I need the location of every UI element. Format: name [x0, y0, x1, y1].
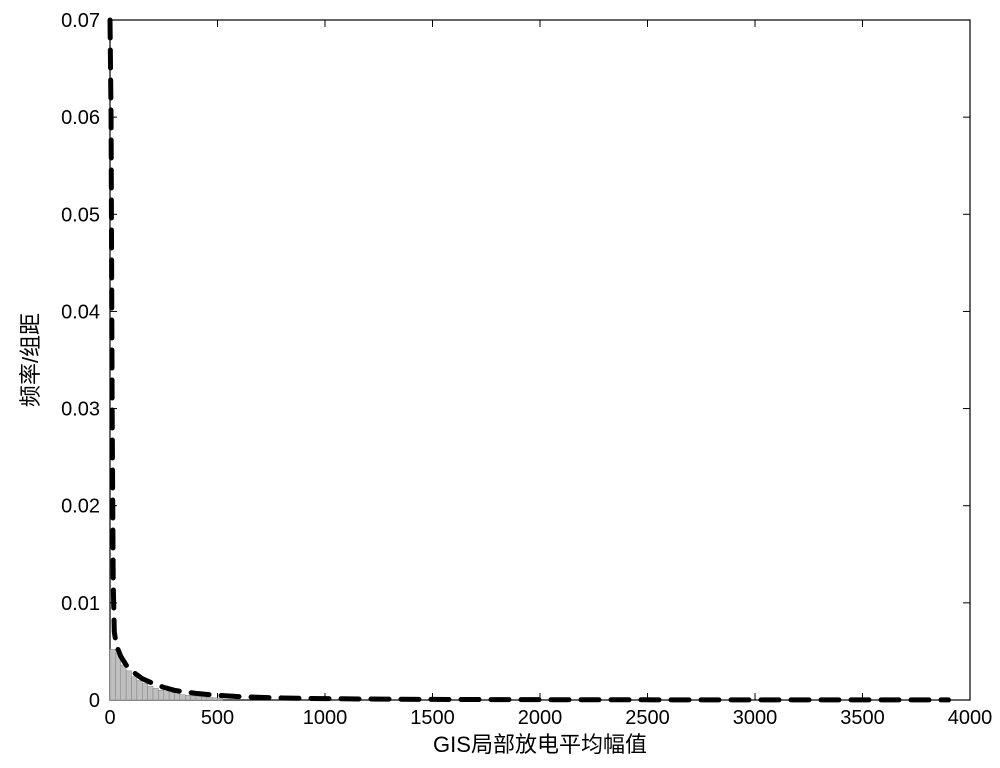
xtick-label: 500	[201, 707, 234, 729]
plot-border	[110, 20, 970, 700]
histogram-bar	[212, 698, 217, 700]
ytick-label: 0.05	[61, 204, 100, 226]
xtick-label: 0	[104, 707, 115, 729]
y-axis-label: 频率/组距	[18, 313, 43, 407]
histogram-bar	[169, 693, 174, 700]
histogram-bar	[191, 696, 196, 700]
fit-curve	[110, 20, 949, 700]
histogram-chart: 0 500 1000 1500 2000 2500 3000 3500 4000 0 0.01 0.0…	[0, 0, 1000, 768]
xtick-label: 2000	[518, 707, 563, 729]
histogram-bar	[110, 649, 115, 700]
xtick-label: 1500	[410, 707, 455, 729]
ytick-label: 0.04	[61, 301, 100, 323]
histogram-bar	[164, 692, 169, 700]
histogram-bar	[153, 688, 158, 700]
histogram-bar	[115, 653, 120, 700]
xtick-label: 4000	[948, 707, 993, 729]
histogram-bar	[207, 697, 212, 700]
histogram-bar	[158, 690, 163, 700]
ytick-label: 0	[89, 690, 100, 712]
xtick-label: 2500	[625, 707, 670, 729]
histogram-bar	[180, 695, 185, 700]
ytick-label: 0.03	[61, 399, 100, 421]
histogram-bar	[185, 695, 190, 700]
ytick-label: 0.06	[61, 107, 100, 129]
ytick-label: 0.01	[61, 593, 100, 615]
histogram-bar	[142, 683, 147, 700]
x-axis-label: GIS局部放电平均幅值	[433, 732, 647, 757]
histogram-bar	[121, 665, 126, 700]
histogram-bar	[148, 686, 153, 700]
histogram-bar	[196, 697, 201, 700]
xtick-label: 3000	[733, 707, 778, 729]
histogram-bar	[137, 681, 142, 700]
xtick-label: 3500	[840, 707, 885, 729]
histogram-bar	[126, 671, 131, 700]
xtick-label: 1000	[303, 707, 348, 729]
histogram-bar	[175, 694, 180, 700]
ytick-label: 0.07	[61, 10, 100, 32]
histogram-bar	[132, 677, 137, 700]
histogram-bar	[201, 697, 206, 700]
histogram-bar	[218, 698, 223, 700]
chart-svg: 0 500 1000 1500 2000 2500 3000 3500 4000 0 0.01 0.0…	[0, 0, 1000, 768]
ytick-label: 0.02	[61, 496, 100, 518]
